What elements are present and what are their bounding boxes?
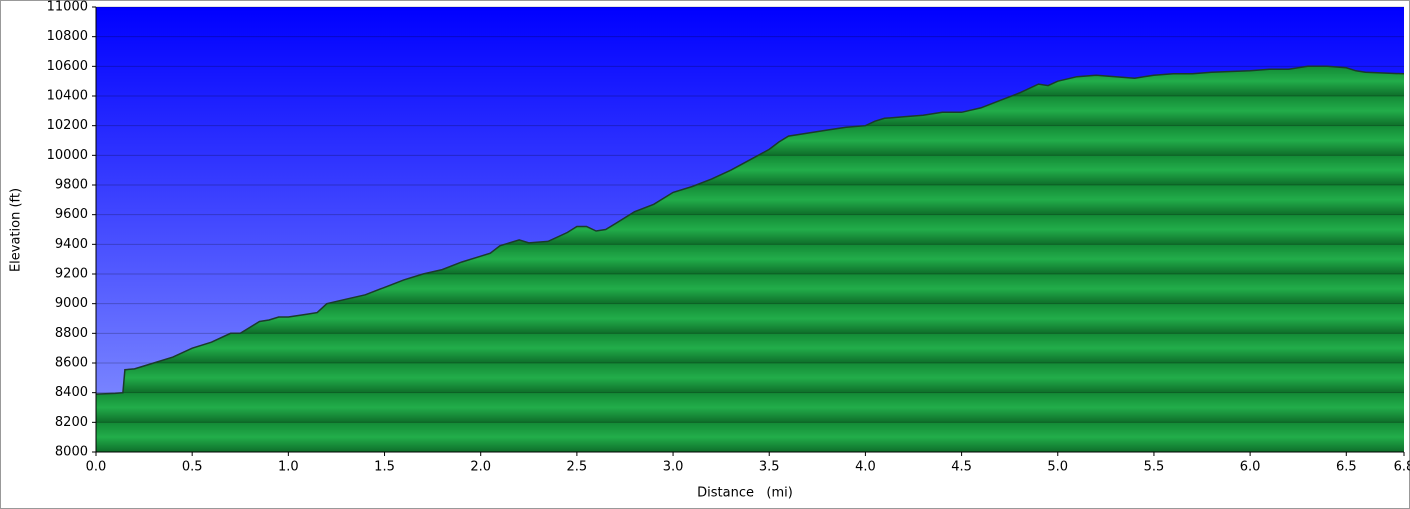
y-tick-label: 8000: [55, 445, 88, 460]
elevation-line: [95, 65, 1405, 395]
elevation-area: [96, 66, 1404, 453]
x-tick-label: 6.0: [1240, 460, 1261, 475]
y-tick-label: 10600: [47, 59, 88, 74]
y-tick-label: 11000: [47, 0, 88, 15]
x-tick-label: 5.0: [1047, 460, 1068, 475]
x-tick-label: 0.0: [86, 460, 107, 475]
x-tick-label: 2.5: [567, 460, 588, 475]
y-tick-label: 10400: [47, 89, 88, 104]
x-tick-label: 2.0: [470, 460, 491, 475]
y-tick-label: 9400: [55, 237, 88, 252]
x-axis-label: Distance (mi): [697, 486, 793, 501]
y-tick-label: 8600: [55, 356, 88, 371]
x-tick-label: 3.5: [759, 460, 780, 475]
x-tick-label: 4.0: [855, 460, 876, 475]
y-tick-label: 10000: [47, 148, 88, 163]
x-tick-label: 3.0: [663, 460, 684, 475]
x-tick-label: 6.5: [1336, 460, 1357, 475]
x-tick-label: 6.8: [1394, 460, 1410, 475]
y-tick-label: 8200: [55, 415, 88, 430]
x-tick-label: 4.5: [951, 460, 972, 475]
y-tick-label: 8800: [55, 326, 88, 341]
x-tick-label: 0.5: [182, 460, 203, 475]
y-tick-label: 10800: [47, 29, 88, 44]
y-axis-label: Elevation (ft): [9, 188, 24, 272]
y-tick-label: 9200: [55, 267, 88, 282]
x-tick-label: 5.5: [1144, 460, 1165, 475]
y-tick-label: 9000: [55, 296, 88, 311]
y-tick-label: 9800: [55, 178, 88, 193]
x-tick-label: 1.0: [278, 460, 299, 475]
y-tick-label: 9600: [55, 207, 88, 222]
x-tick-label: 1.5: [374, 460, 395, 475]
y-tick-label: 10200: [47, 118, 88, 133]
y-tick-label: 8400: [55, 385, 88, 400]
